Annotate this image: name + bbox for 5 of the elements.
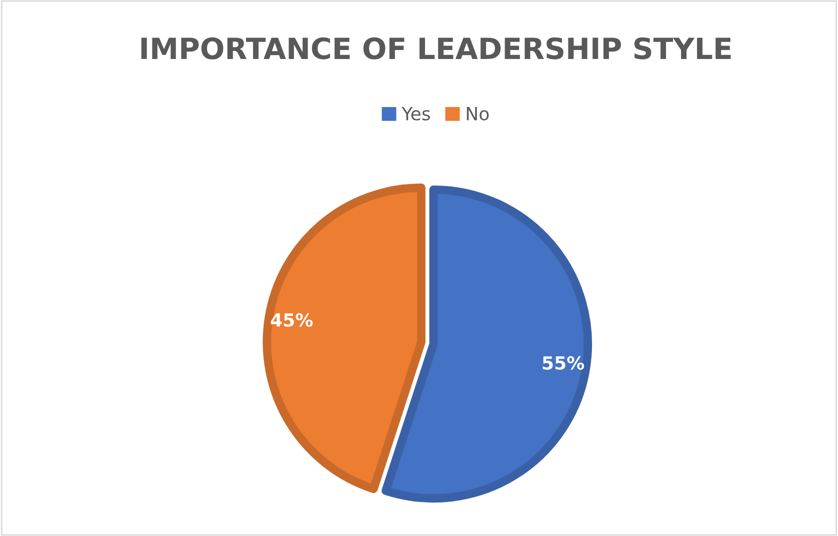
chart-title: IMPORTANCE OF LEADERSHIP STYLE bbox=[141, 37, 731, 60]
legend-label: Yes bbox=[402, 107, 430, 120]
data-label: 45% bbox=[270, 313, 313, 327]
legend-label: No bbox=[466, 107, 489, 120]
data-label: 55% bbox=[542, 356, 584, 370]
